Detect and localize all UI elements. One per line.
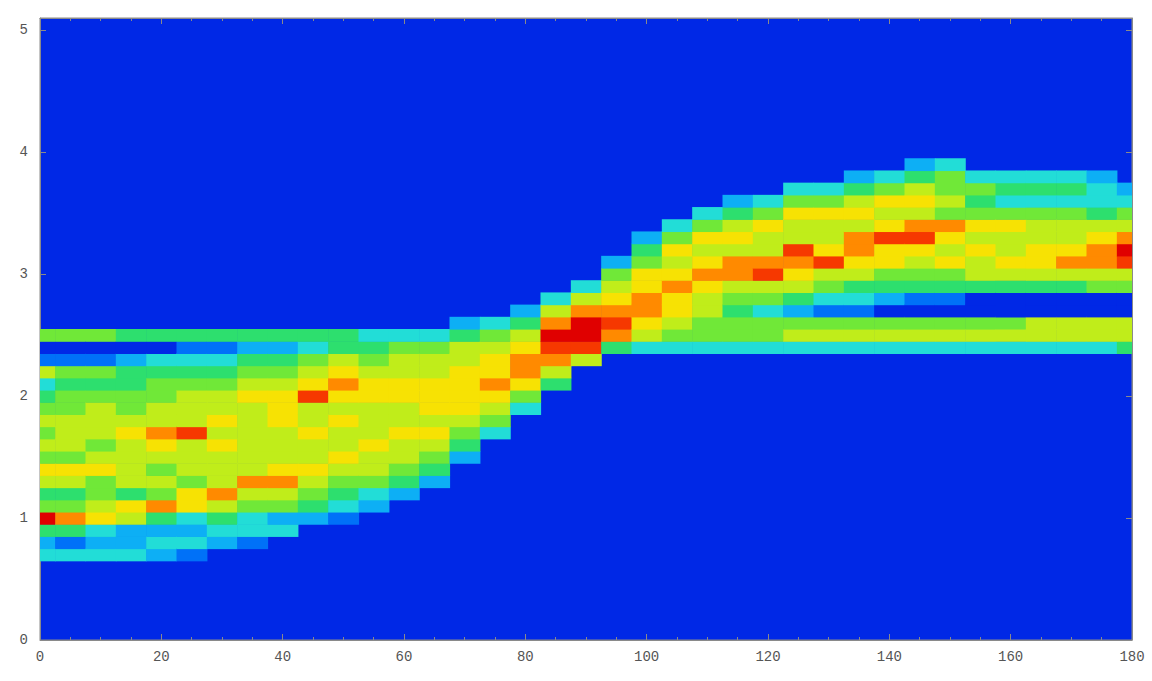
svg-text:180: 180 (1119, 649, 1144, 665)
svg-text:40: 40 (274, 649, 291, 665)
svg-text:120: 120 (755, 649, 780, 665)
svg-text:140: 140 (877, 649, 902, 665)
svg-text:60: 60 (396, 649, 413, 665)
svg-text:80: 80 (517, 649, 534, 665)
svg-text:100: 100 (634, 649, 659, 665)
svg-text:20: 20 (153, 649, 170, 665)
svg-text:1: 1 (20, 510, 28, 526)
svg-text:4: 4 (20, 144, 28, 160)
svg-text:160: 160 (998, 649, 1023, 665)
svg-text:0: 0 (20, 632, 28, 648)
svg-text:5: 5 (20, 22, 28, 38)
svg-text:2: 2 (20, 388, 28, 404)
svg-text:3: 3 (20, 266, 28, 282)
svg-text:0: 0 (36, 649, 44, 665)
